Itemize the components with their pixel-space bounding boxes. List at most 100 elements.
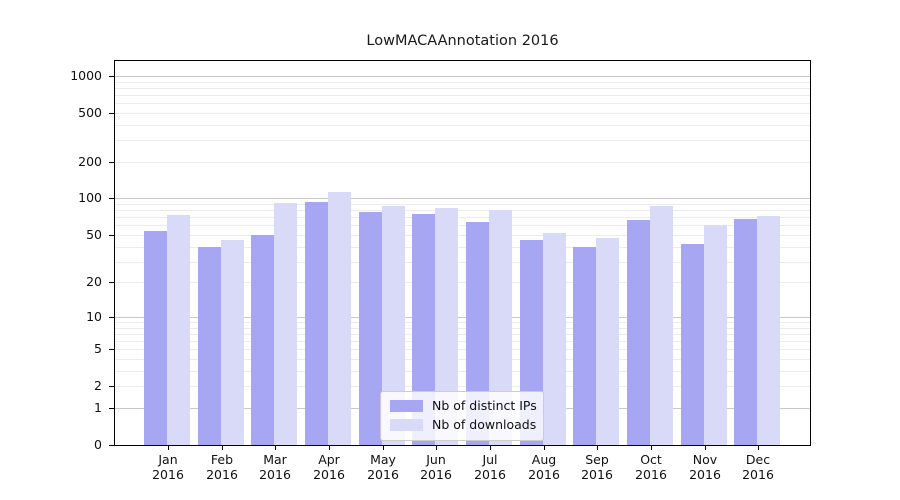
y-tick-mark-1000 xyxy=(109,76,114,77)
legend-swatch-downloads xyxy=(390,418,423,431)
gridline-70 xyxy=(115,217,810,219)
x-tick-mark-jun xyxy=(436,445,437,450)
chart-title: LowMACAAnnotation 2016 xyxy=(366,33,559,49)
x-tick-label-oct: Oct 2016 xyxy=(635,452,667,482)
gridline-5 xyxy=(115,349,810,351)
gridline-700 xyxy=(115,94,810,96)
gridline-10 xyxy=(115,316,810,318)
bar-downloads-jun xyxy=(435,208,459,445)
bar-downloads-aug xyxy=(542,233,566,445)
gridline-8 xyxy=(115,327,810,329)
legend-swatch-distinct-ips xyxy=(390,399,423,412)
bar-downloads-apr xyxy=(327,192,351,445)
x-tick-mark-mar xyxy=(275,445,276,450)
x-tick-mark-jan xyxy=(168,445,169,450)
x-tick-label-mar: Mar 2016 xyxy=(259,452,291,482)
y-tick-label-500: 500 xyxy=(78,105,102,120)
gridline-30 xyxy=(115,261,810,263)
x-tick-mark-apr xyxy=(329,445,330,450)
x-tick-label-may: May 2016 xyxy=(367,452,399,482)
legend-label-downloads: Nb of downloads xyxy=(432,417,537,432)
y-tick-mark-50 xyxy=(109,235,114,236)
gridline-7 xyxy=(115,333,810,335)
x-tick-mark-nov xyxy=(705,445,706,450)
y-tick-mark-200 xyxy=(109,162,114,163)
y-tick-label-20: 20 xyxy=(86,274,102,289)
gridline-50 xyxy=(115,234,810,236)
y-tick-label-200: 200 xyxy=(78,154,102,169)
bar-downloads-jul xyxy=(488,210,512,445)
gridline-800 xyxy=(115,87,810,89)
bar-distinct-ips-nov xyxy=(680,244,704,445)
y-tick-label-1000: 1000 xyxy=(70,68,102,83)
gridline-9 xyxy=(115,322,810,323)
gridline-2 xyxy=(115,386,810,388)
x-tick-label-nov: Nov 2016 xyxy=(689,452,721,482)
bar-downloads-nov xyxy=(703,225,727,445)
y-tick-label-50: 50 xyxy=(86,227,102,242)
gridline-3 xyxy=(115,370,810,372)
gridline-400 xyxy=(115,124,810,126)
y-tick-mark-0 xyxy=(109,445,114,446)
y-tick-mark-1 xyxy=(109,408,114,409)
gridline-40 xyxy=(115,246,810,248)
x-tick-label-jul: Jul 2016 xyxy=(474,452,506,482)
bar-downloads-jan xyxy=(167,215,190,445)
bar-distinct-ips-may xyxy=(358,212,382,445)
gridline-6 xyxy=(115,341,810,343)
y-tick-mark-5 xyxy=(109,349,114,350)
y-tick-label-2: 2 xyxy=(94,378,102,393)
gridline-300 xyxy=(115,140,810,142)
bar-downloads-mar xyxy=(274,203,298,445)
legend: Nb of distinct IPs Nb of downloads xyxy=(380,391,544,441)
y-tick-mark-20 xyxy=(109,282,114,283)
y-tick-label-1: 1 xyxy=(94,400,102,415)
x-tick-label-feb: Feb 2016 xyxy=(206,452,238,482)
x-tick-mark-dec xyxy=(758,445,759,450)
bar-downloads-sep xyxy=(596,238,620,445)
y-tick-mark-500 xyxy=(109,113,114,114)
legend-item-downloads: Nb of downloads xyxy=(381,415,543,434)
bar-downloads-may xyxy=(381,206,405,445)
gridline-20 xyxy=(115,282,810,284)
gridline-60 xyxy=(115,225,810,227)
y-tick-label-100: 100 xyxy=(78,190,102,205)
y-tick-label-0: 0 xyxy=(94,437,102,452)
bar-downloads-oct xyxy=(649,206,673,445)
bar-distinct-ips-mar xyxy=(251,235,275,445)
bar-distinct-ips-oct xyxy=(626,220,650,445)
gridline-200 xyxy=(115,161,810,163)
x-tick-label-apr: Apr 2016 xyxy=(313,452,345,482)
y-tick-mark-10 xyxy=(109,317,114,318)
bar-distinct-ips-jul xyxy=(465,222,489,445)
bar-distinct-ips-jan xyxy=(144,231,167,445)
x-tick-label-dec: Dec 2016 xyxy=(742,452,774,482)
plot-area: Nb of distinct IPs Nb of downloads xyxy=(114,60,811,446)
legend-label-distinct-ips: Nb of distinct IPs xyxy=(432,398,537,413)
bar-distinct-ips-jun xyxy=(412,214,436,445)
y-tick-label-10: 10 xyxy=(86,309,102,324)
x-tick-mark-aug xyxy=(544,445,545,450)
legend-item-distinct-ips: Nb of distinct IPs xyxy=(381,396,543,415)
gridline-500 xyxy=(115,112,810,114)
x-tick-label-aug: Aug 2016 xyxy=(528,452,560,482)
x-tick-mark-sep xyxy=(597,445,598,450)
x-tick-mark-oct xyxy=(651,445,652,450)
gridline-1000 xyxy=(115,75,810,77)
x-tick-mark-feb xyxy=(222,445,223,450)
gridline-90 xyxy=(115,204,810,206)
bar-downloads-dec xyxy=(757,216,781,445)
gridline-4 xyxy=(115,359,810,361)
y-tick-mark-100 xyxy=(109,198,114,199)
bar-distinct-ips-apr xyxy=(304,202,328,445)
gridline-900 xyxy=(115,81,810,83)
x-tick-mark-may xyxy=(383,445,384,450)
x-tick-mark-jul xyxy=(490,445,491,450)
gridline-100 xyxy=(115,198,810,200)
y-tick-label-5: 5 xyxy=(94,341,102,356)
bar-distinct-ips-feb xyxy=(197,247,221,445)
y-tick-mark-2 xyxy=(109,386,114,387)
bar-distinct-ips-sep xyxy=(573,247,597,445)
bar-downloads-feb xyxy=(220,240,244,445)
